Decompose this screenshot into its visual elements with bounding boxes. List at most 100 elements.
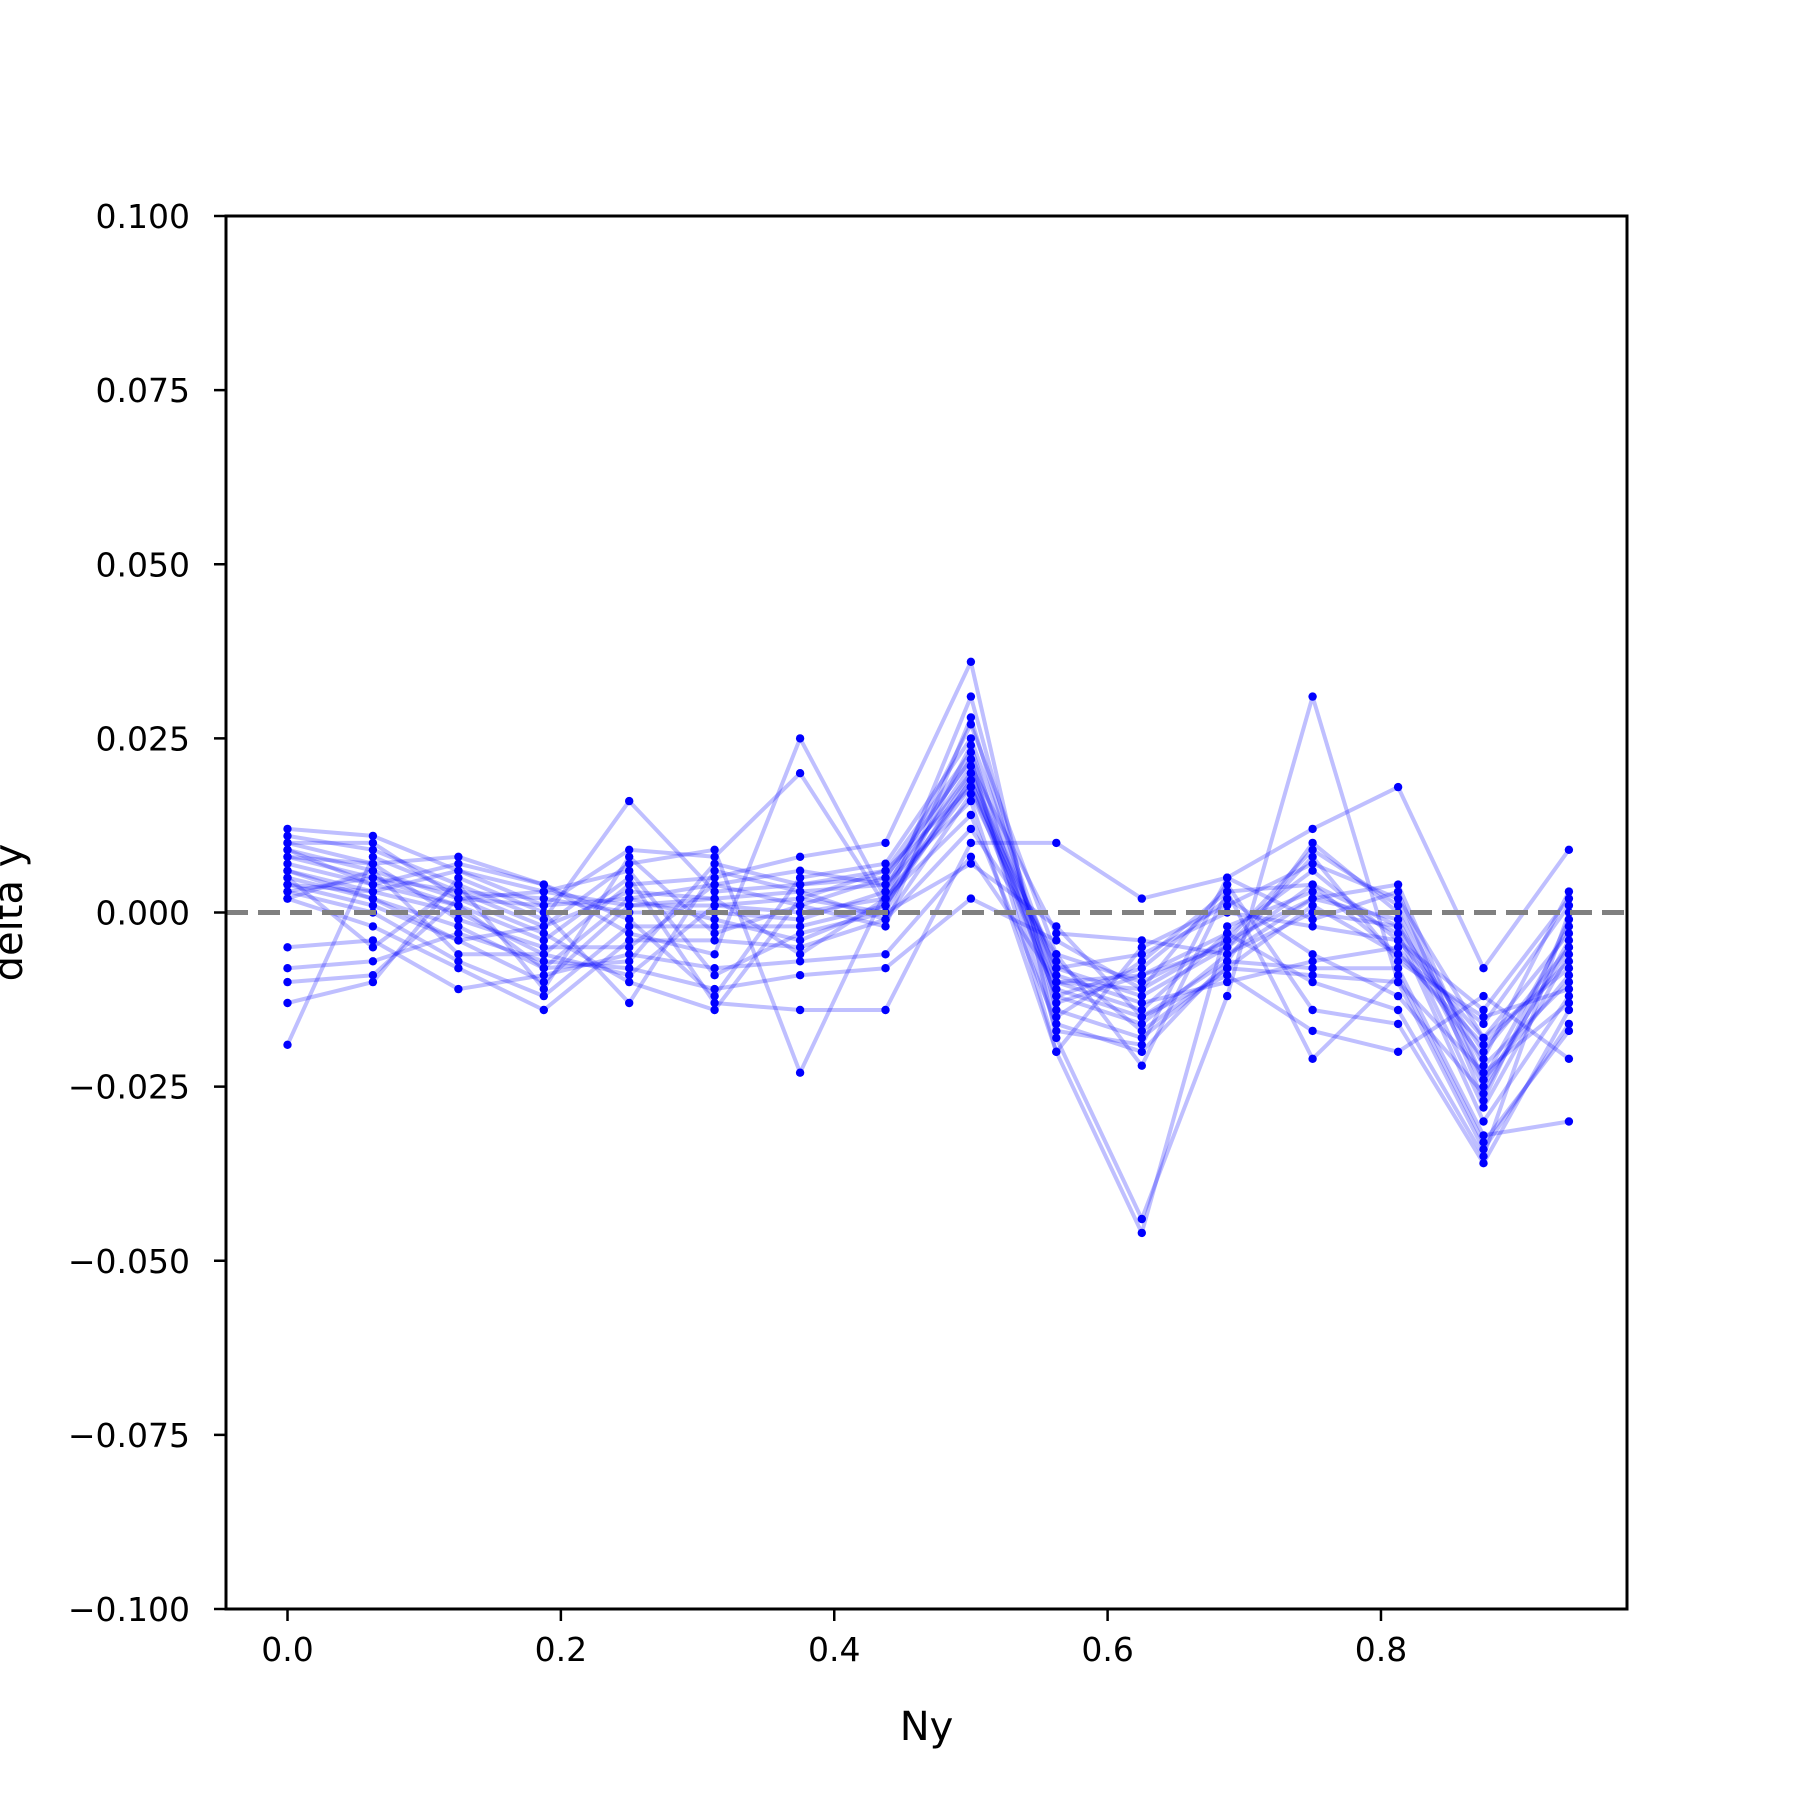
data-point-s23-14 <box>1393 977 1403 987</box>
data-point-s21-16 <box>1564 915 1574 924</box>
data-point-s2-5 <box>625 796 634 806</box>
data-point-s19-6 <box>710 894 719 903</box>
data-point-s16-1 <box>283 1040 292 1050</box>
data-point-s11-2 <box>368 922 378 931</box>
data-point-s6-4 <box>539 936 548 945</box>
data-point-s15-2 <box>368 977 378 987</box>
series-line-12 <box>287 854 1571 1159</box>
series-line-2 <box>287 750 1571 1040</box>
data-point-s24-11 <box>1137 984 1147 994</box>
data-point-s14-13 <box>1308 1026 1317 1036</box>
data-point-s21-2 <box>368 873 378 882</box>
data-point-s11-16 <box>1564 894 1574 903</box>
data-point-s20-7 <box>795 901 805 910</box>
data-point-s10-5 <box>625 922 634 931</box>
data-point-s17-16 <box>1564 887 1574 896</box>
data-point-s2-9 <box>966 748 976 757</box>
data-point-s21-3 <box>454 901 463 910</box>
data-point-s4-10 <box>1052 1005 1061 1015</box>
y-axis-label: delta y <box>0 844 32 982</box>
data-point-s22-9 <box>966 741 976 750</box>
data-point-s5-15 <box>1479 1061 1488 1070</box>
data-point-s18-11 <box>1137 943 1147 952</box>
data-point-s12-7 <box>795 957 805 966</box>
data-point-s14-15 <box>1479 991 1488 1001</box>
data-point-s11-15 <box>1479 1005 1488 1015</box>
data-point-s15-9 <box>966 824 976 834</box>
data-point-s13-15 <box>1479 1159 1488 1168</box>
x-tick-label: 0.2 <box>535 1630 587 1669</box>
series-line-9 <box>287 813 1570 1138</box>
data-point-s8-11 <box>1137 1228 1147 1238</box>
data-point-s21-5 <box>625 957 634 966</box>
data-point-s24-5 <box>625 894 634 903</box>
data-point-s9-4 <box>539 977 548 987</box>
data-point-s1-11 <box>1137 991 1147 1001</box>
data-point-s23-5 <box>625 971 634 980</box>
data-point-s3-16 <box>1564 922 1574 931</box>
data-point-s8-13 <box>1308 887 1317 896</box>
data-point-s23-2 <box>368 866 378 875</box>
data-point-s15-6 <box>710 866 719 875</box>
data-point-s10-4 <box>539 991 548 1001</box>
data-point-s22-13 <box>1308 880 1317 889</box>
data-point-s2-11 <box>1137 1005 1147 1015</box>
data-point-s6-9 <box>966 838 976 848</box>
data-point-s7-12 <box>1223 991 1232 1001</box>
data-point-s14-14 <box>1393 1047 1403 1057</box>
data-point-s6-7 <box>795 1005 805 1015</box>
data-point-s19-1 <box>283 866 292 875</box>
series-line-18 <box>287 799 1571 1054</box>
data-point-s22-1 <box>283 838 292 848</box>
data-point-s14-10 <box>1052 922 1061 931</box>
data-point-s17-9 <box>966 734 976 743</box>
data-point-s18-1 <box>283 852 292 861</box>
data-point-s5-16 <box>1564 977 1574 987</box>
data-point-s10-7 <box>795 922 805 931</box>
data-point-s14-16 <box>1564 1054 1574 1064</box>
data-point-s15-14 <box>1393 971 1403 980</box>
data-point-s11-14 <box>1393 936 1403 945</box>
data-point-s6-5 <box>625 873 634 882</box>
series-line-3 <box>287 736 1571 1082</box>
data-point-s10-10 <box>1052 991 1061 1001</box>
data-point-s19-11 <box>1137 1012 1147 1022</box>
data-point-s22-12 <box>1223 887 1232 896</box>
data-point-s23-12 <box>1223 964 1232 973</box>
data-point-s3-7 <box>795 734 805 743</box>
data-point-s6-11 <box>1137 894 1147 903</box>
data-point-s15-1 <box>283 998 292 1008</box>
data-point-s24-14 <box>1393 915 1403 924</box>
data-point-s23-11 <box>1137 1026 1147 1036</box>
data-point-s11-6 <box>710 936 719 945</box>
data-point-s21-10 <box>1052 1026 1061 1036</box>
data-point-s5-5 <box>625 859 634 868</box>
data-point-s11-10 <box>1052 964 1061 973</box>
data-point-s23-9 <box>966 782 976 792</box>
data-point-s24-3 <box>454 866 463 875</box>
data-point-s17-14 <box>1393 943 1403 952</box>
series-line-4 <box>287 694 1571 1040</box>
data-point-s6-6 <box>710 998 719 1008</box>
data-point-s15-10 <box>1052 950 1061 959</box>
data-point-s11-13 <box>1308 922 1317 931</box>
data-point-s17-13 <box>1308 957 1317 966</box>
data-point-s22-5 <box>625 866 634 875</box>
data-point-s21-15 <box>1479 1096 1488 1105</box>
data-point-s20-6 <box>710 929 719 938</box>
data-point-s2-1 <box>283 831 292 841</box>
data-point-s13-14 <box>1393 1019 1403 1029</box>
data-point-s14-12 <box>1223 971 1232 980</box>
data-point-s16-9 <box>966 762 976 771</box>
data-point-s24-16 <box>1564 943 1574 952</box>
data-point-s8-16 <box>1564 991 1574 1001</box>
data-point-s6-8 <box>881 1005 890 1015</box>
data-point-s9-14 <box>1393 964 1403 973</box>
data-point-s23-7 <box>795 894 805 903</box>
x-axis-label: Ny <box>900 1704 954 1750</box>
data-point-s19-5 <box>625 887 634 896</box>
data-point-s10-14 <box>1393 991 1403 1001</box>
series-line-23 <box>286 785 1571 1075</box>
y-tick-label: −0.100 <box>68 1590 190 1629</box>
data-point-s18-12 <box>1223 901 1232 910</box>
